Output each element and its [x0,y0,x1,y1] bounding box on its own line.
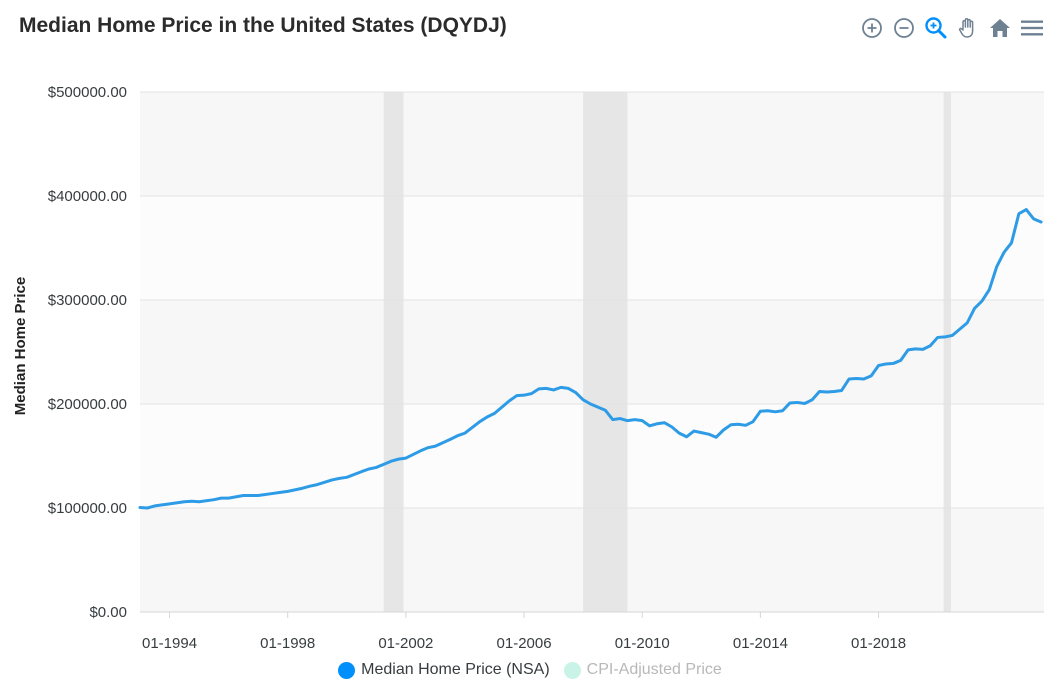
zoom-out-icon [894,18,914,38]
shaded-region [943,92,951,612]
legend-item-median-home-price[interactable]: Median Home Price (NSA) [338,661,550,679]
y-tick-label: $400000.00 [48,188,127,205]
legend-item-cpi-adjusted-price[interactable]: CPI-Adjusted Price [563,661,722,679]
legend-label-cpi-adjusted-price: CPI-Adjusted Price [586,661,722,678]
zoom-out-button[interactable] [890,14,918,42]
selection-zoom-icon [925,17,947,39]
hamburger-menu-icon [1021,20,1043,36]
x-tick-label: 01-2014 [733,635,788,652]
zoom-in-button[interactable] [858,14,886,42]
y-tick-label: $300000.00 [48,292,127,309]
menu-button[interactable] [1018,14,1046,42]
x-tick-label: 01-1994 [142,635,197,652]
reset-zoom-button[interactable] [986,14,1014,42]
chart-toolbar [858,14,1046,42]
pan-hand-icon [958,18,974,38]
x-tick-label: 01-2010 [615,635,670,652]
chart-legend: Median Home Price (NSA) CPI-Adjusted Pri… [0,658,1060,682]
series-line-median-home-price[interactable] [138,208,1043,510]
legend-marker-median-home-price [338,661,356,679]
y-axis: $0.00 $100000.00 $200000.00 $300000.00 $4000… [48,84,127,621]
x-tick-label: 01-2018 [851,635,906,652]
pan-button[interactable] [954,14,982,42]
y-axis-label: Median Home Price [12,277,29,415]
x-tick-label: 01-2002 [378,635,433,652]
legend-marker-cpi-adjusted-price [563,661,581,679]
y-tick-label: $500000.00 [48,84,127,101]
legend-label-median-home-price: Median Home Price (NSA) [361,661,550,678]
x-axis: 01-1994 01-1998 01-2002 01-2006 01-2010 01-20… [140,611,1044,652]
chart-title: Median Home Price in the United States (… [19,14,507,37]
home-icon [990,19,1010,37]
series-layer [138,208,1043,510]
zoom-in-icon [862,18,882,38]
recession-shading [383,92,951,612]
y-tick-label: $200000.00 [48,396,127,413]
x-tick-label: 01-1998 [260,635,315,652]
shaded-region [383,92,404,612]
shaded-region [583,92,628,612]
y-tick-label: $0.00 [89,604,127,621]
x-tick-label: 01-2006 [497,635,552,652]
y-tick-label: $100000.00 [48,500,127,517]
selection-zoom-button[interactable] [922,14,950,42]
